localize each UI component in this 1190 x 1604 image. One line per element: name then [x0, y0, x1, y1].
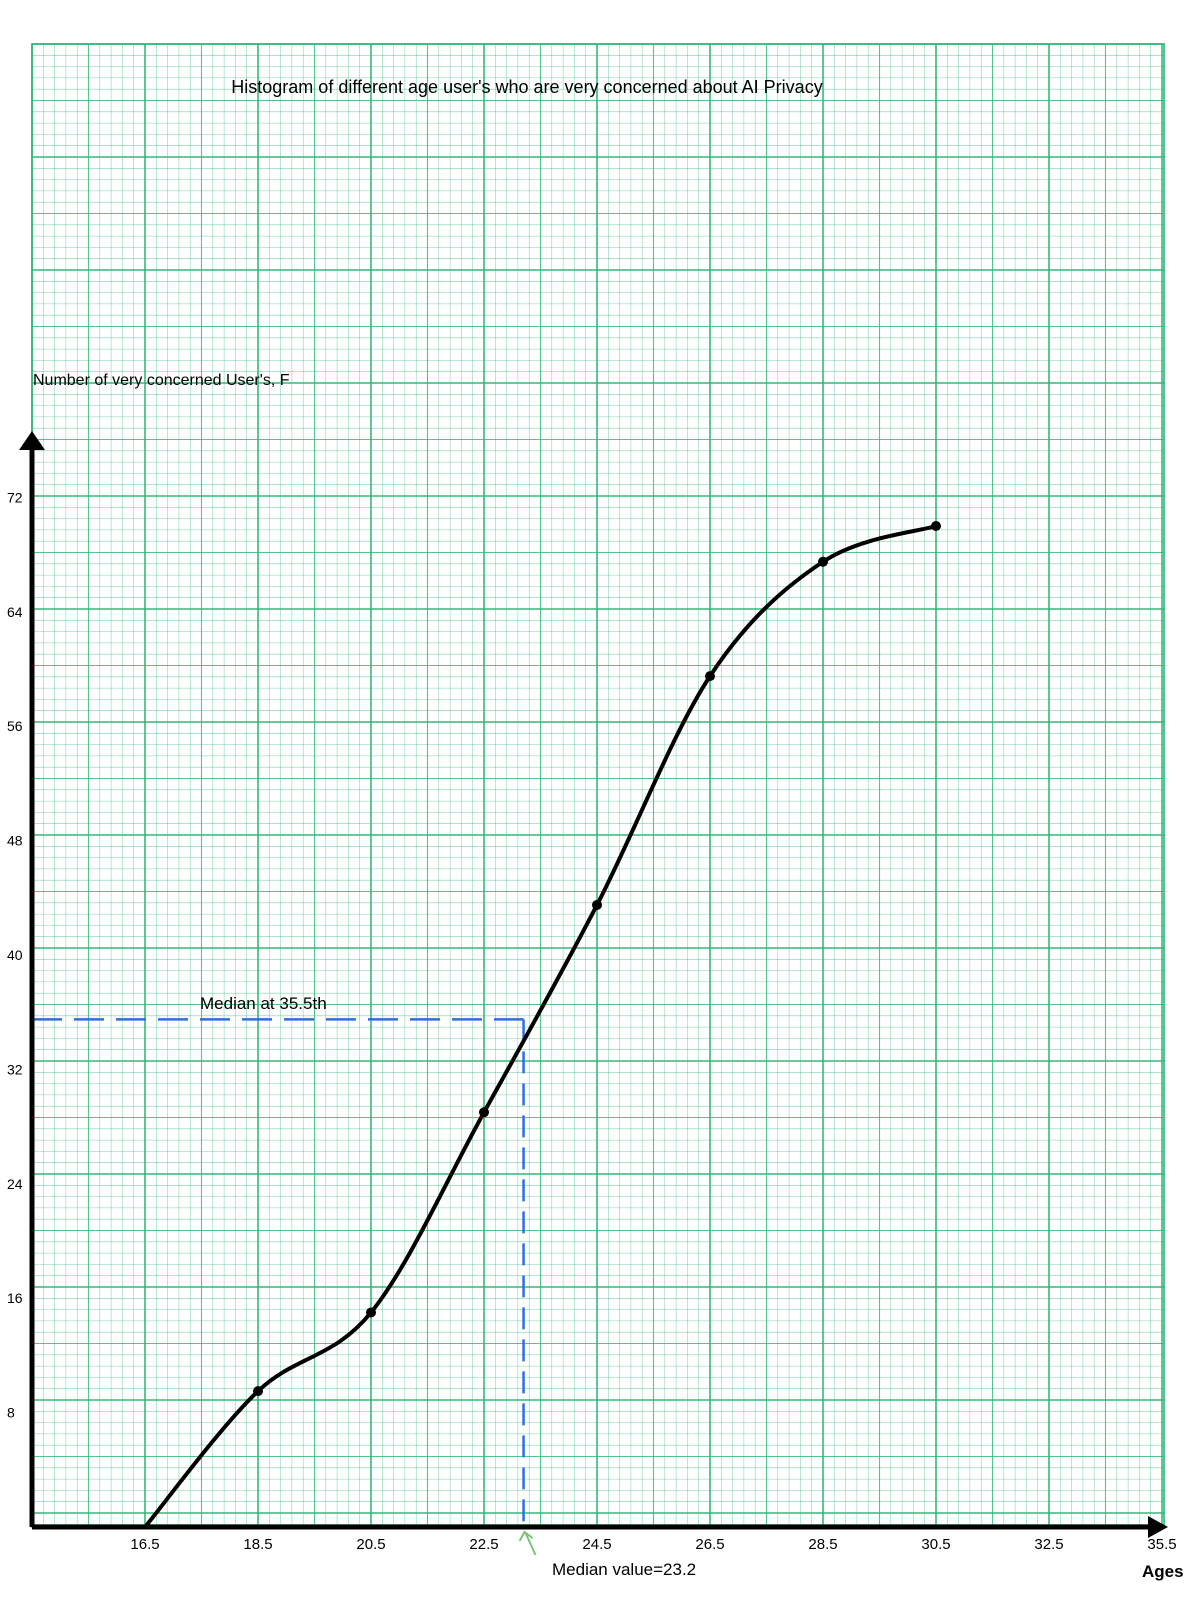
y-axis-arrow	[19, 431, 45, 450]
median-label: Median at 35.5th	[200, 994, 327, 1013]
x-tick-label: 30.5	[921, 1536, 950, 1553]
x-tick-label: 16.5	[130, 1536, 159, 1553]
x-tick-label: 22.5	[469, 1536, 498, 1553]
y-axis-label: Number of very concerned User's, F	[33, 372, 290, 389]
data-point	[479, 1107, 489, 1118]
y-tick-label: 64	[7, 604, 23, 620]
median-arrow-head	[518, 1530, 534, 1542]
data-point	[253, 1386, 263, 1397]
x-tick-label: 32.5	[1034, 1536, 1063, 1553]
x-tick-label: 24.5	[582, 1536, 611, 1553]
graph-paper-grid	[31, 43, 1165, 1528]
x-tick-label: 28.5	[808, 1536, 837, 1553]
data-point	[592, 899, 602, 910]
x-tick-label: 20.5	[356, 1536, 385, 1553]
axes	[19, 431, 1168, 1538]
y-tick-label: 24	[7, 1176, 23, 1192]
y-tick-label: 8	[7, 1405, 15, 1421]
labels: 16.5 18.5 20.5 22.5 24.5 26.5 28.5 30.5 32.5 35.5…	[7, 489, 1177, 1553]
median-arrow-shaft	[524, 1532, 537, 1556]
cumulative-frequency-line	[143, 524, 938, 1529]
data-point	[366, 1307, 376, 1318]
y-tick-label: 56	[7, 718, 23, 734]
median-guides	[32, 1018, 537, 1556]
data-point	[818, 556, 828, 567]
chart-title: Histogram of different age user's who ar…	[231, 77, 822, 97]
y-tick-label: 16	[7, 1290, 23, 1306]
x-axis-arrow	[1148, 1516, 1168, 1538]
x-tick-label: 18.5	[243, 1536, 272, 1553]
median-value-label: Median value=23.2	[552, 1560, 696, 1579]
data-point	[705, 671, 715, 682]
data-point	[931, 521, 941, 531]
y-tick-label: 32	[7, 1061, 23, 1077]
cumulative-curve	[143, 521, 941, 1529]
x-tick-label: 26.5	[695, 1536, 724, 1553]
y-tick-label: 48	[7, 833, 23, 849]
x-axis-label: Ages	[1142, 1562, 1184, 1581]
y-tick-label: 72	[7, 489, 23, 505]
x-tick-label: 35.5	[1147, 1536, 1176, 1553]
y-tick-label: 40	[7, 947, 23, 963]
